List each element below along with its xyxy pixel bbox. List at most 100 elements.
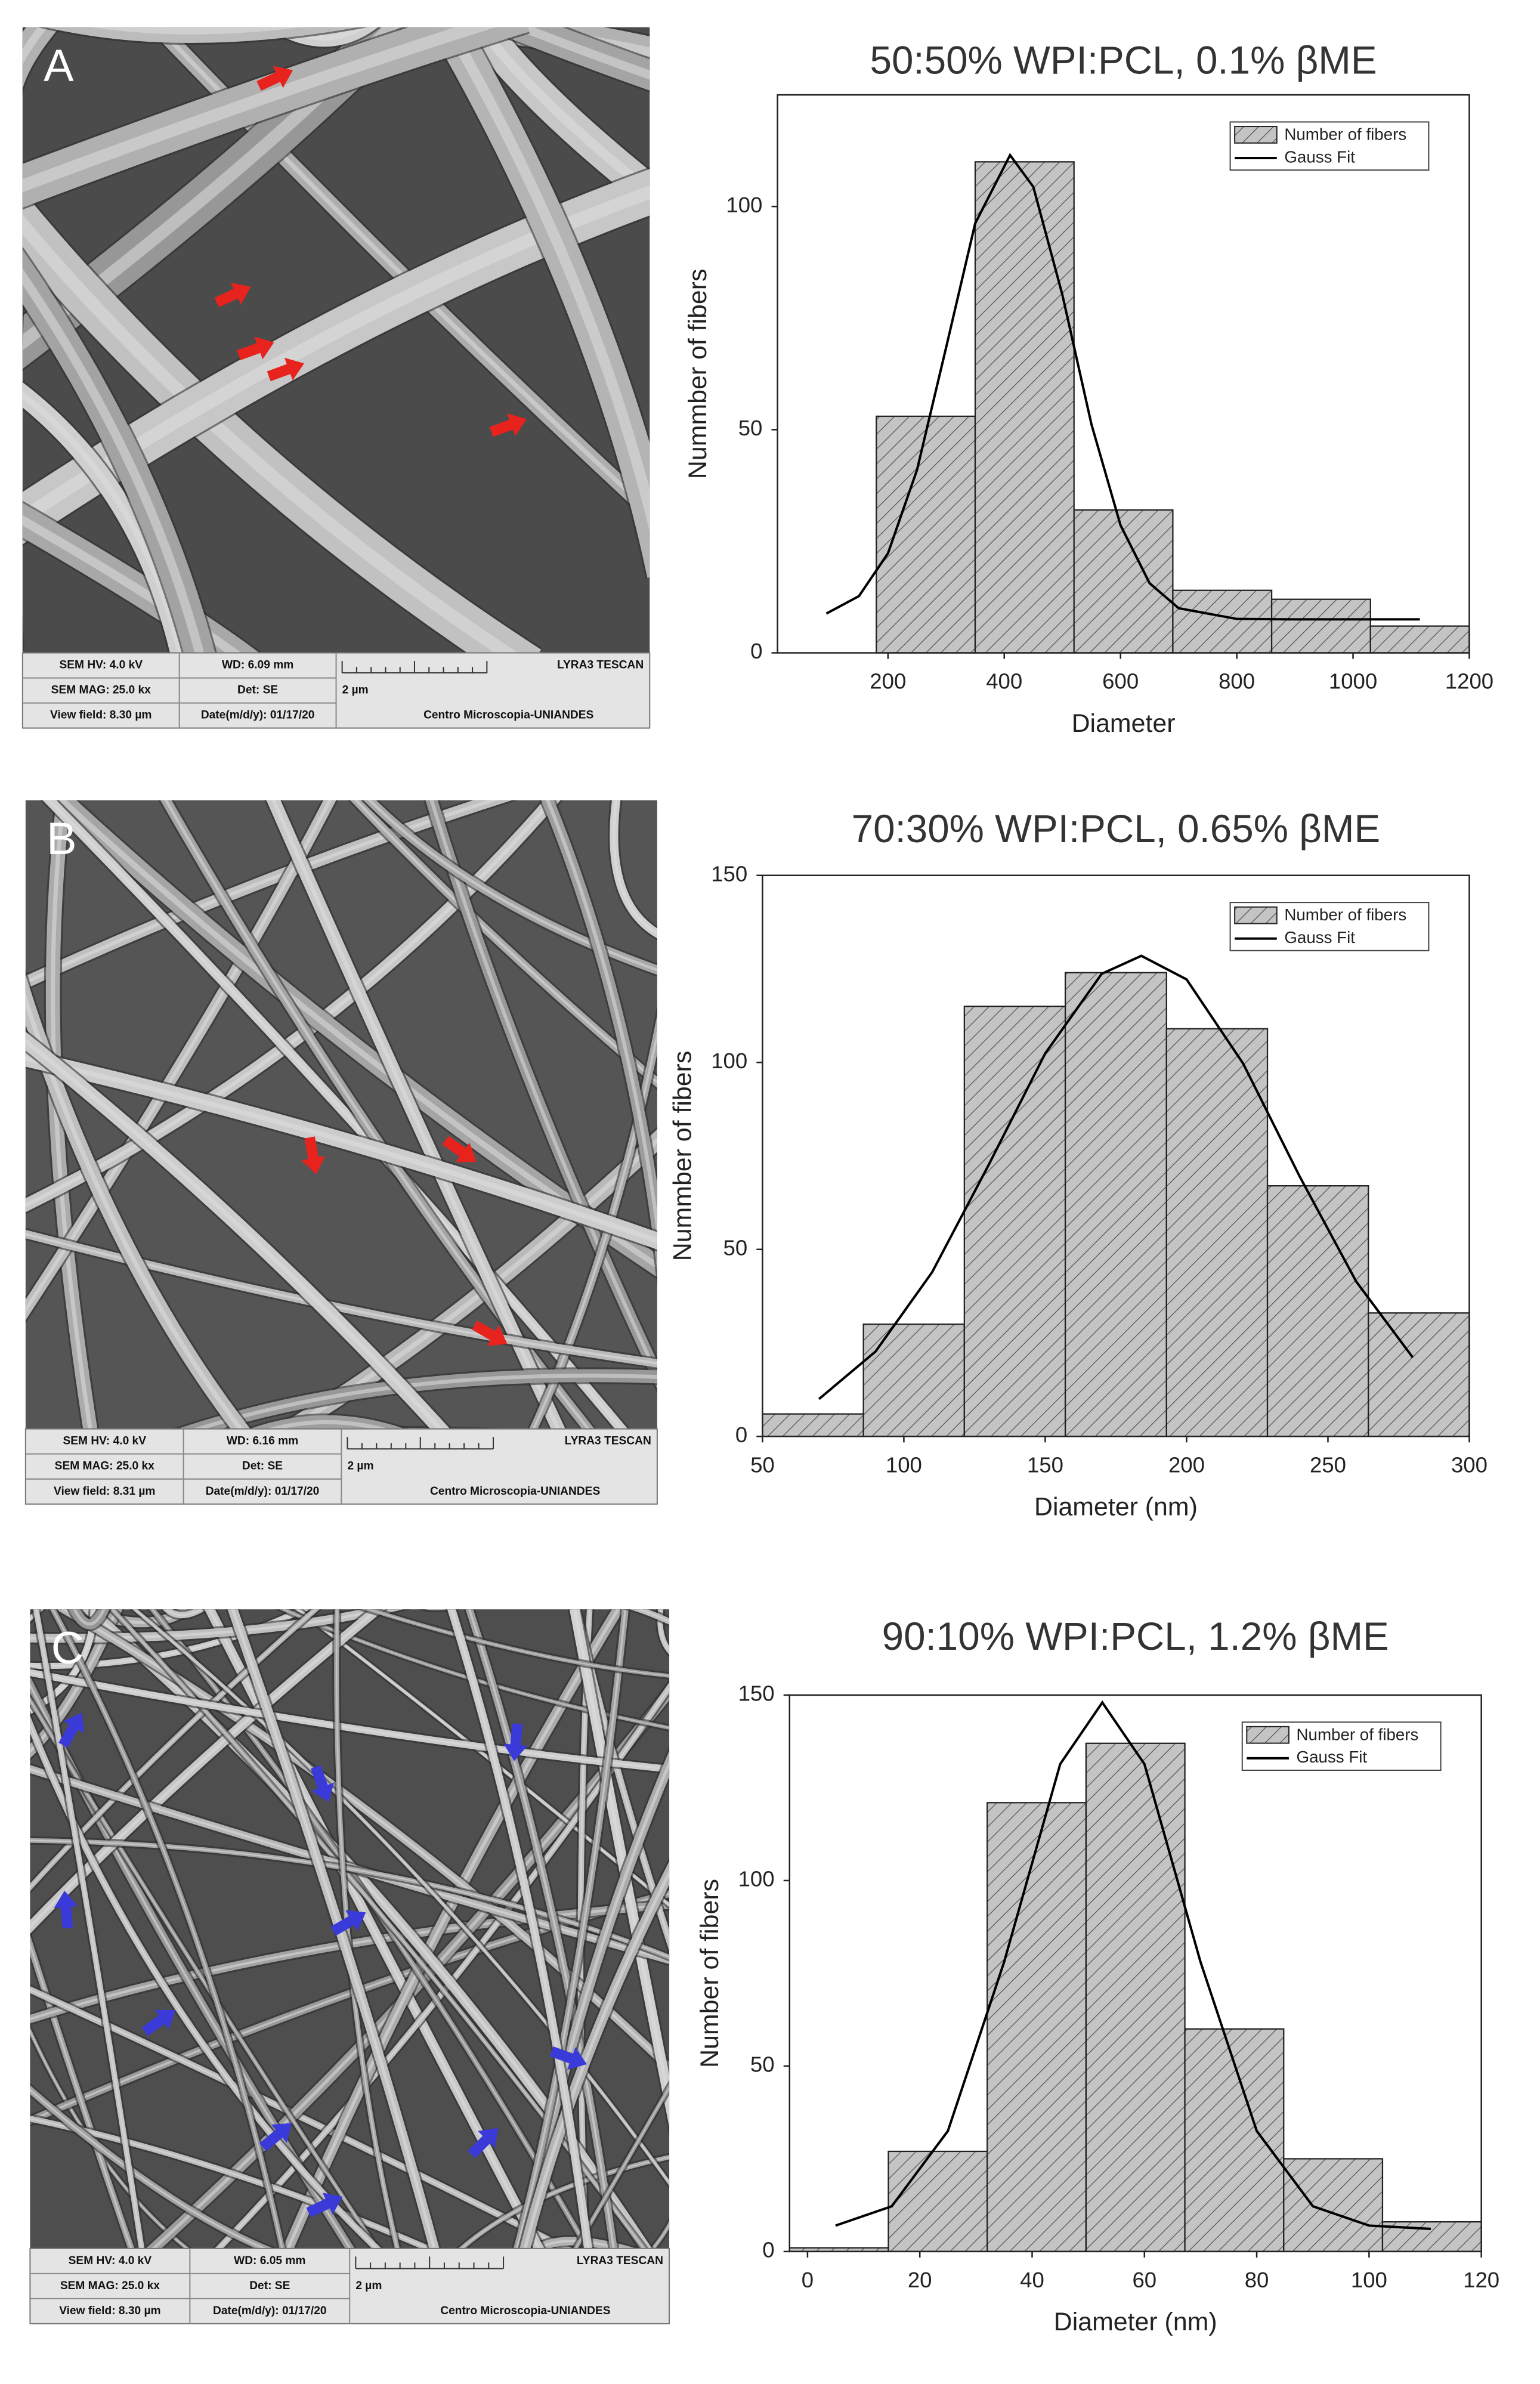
x-tick-label: 100 (886, 1452, 922, 1477)
y-tick-label: 100 (726, 193, 762, 217)
bar (987, 1802, 1087, 2253)
bar (1073, 509, 1174, 654)
fiber (106, 1576, 140, 1594)
fiber-highlight (79, 1609, 190, 1624)
fiber-highlight (157, 1575, 436, 1594)
x-tick-label: 200 (870, 669, 906, 694)
fiber-highlight (22, 268, 205, 653)
x-tick-label: 40 (1020, 2268, 1044, 2292)
fibers (3, 27, 650, 653)
histogram-chart: 200 400 600 800 1000 1200 0 50 100 50:50% WPI:PCL… (684, 38, 1493, 737)
fiber-highlight (0, 1993, 15, 2226)
info-text: SEM HV: 4.0 kV (69, 2255, 152, 2267)
chart-title: 90:10% WPI:PCL, 1.2% βME (882, 1615, 1389, 1658)
panel-label: B (47, 814, 76, 864)
micrograph: C SEM HV: 4.0 kV SEM MAG: 25.0 kx View fiel… (0, 1568, 692, 2324)
fiber (277, 1572, 585, 1594)
fiber-highlight (30, 1609, 381, 1930)
info-text: Centro Microscopia-UNIANDES (440, 2305, 610, 2317)
fiber-highlight (0, 1284, 11, 1357)
arrow (267, 357, 304, 382)
x-tick-label: 800 (1219, 669, 1255, 694)
fiber-highlight (25, 800, 499, 985)
info-text: Date(m/d/y): 01/17/20 (201, 709, 315, 722)
fiber-highlight (515, 1609, 627, 2249)
fiber (290, 765, 551, 785)
fiber-highlight (367, 800, 657, 972)
x-axis-label: Diameter (1072, 709, 1176, 738)
fiber-highlight (545, 800, 657, 1238)
fiber-highlight (134, 1609, 670, 2184)
bar (1283, 2158, 1384, 2253)
fiber-highlight (22, 185, 650, 526)
fit-line (818, 954, 1414, 1400)
arrow (256, 66, 293, 91)
fit-line (835, 1700, 1431, 2230)
info-text: SEM HV: 4.0 kV (63, 1435, 147, 1448)
chart-title: 50:50% WPI:PCL, 0.1% βME (870, 38, 1377, 82)
arrow (549, 2046, 587, 2070)
fiber (0, 1284, 11, 1357)
legend-label: Number of fibers (1297, 1725, 1419, 1743)
fiber (418, 1609, 460, 1612)
legend-label: Gauss Fit (1284, 928, 1355, 947)
info-text: 2 µm (355, 2280, 382, 2292)
y-axis-label: Number of fibers (695, 1879, 724, 2068)
y-tick-label: 0 (735, 1423, 747, 1447)
fiber-highlight (130, 1588, 404, 1594)
fiber (684, 1736, 692, 1871)
info-text: SEM HV: 4.0 kV (60, 659, 143, 672)
info-text: Centro Microscopia-UNIANDES (423, 709, 593, 722)
bar (974, 161, 1075, 654)
fiber-highlight (30, 1989, 568, 2249)
panel-label: C (51, 1624, 84, 1674)
info-text: View field: 8.31 µm (54, 1485, 155, 1498)
fiber (11, 830, 16, 1055)
fiber-highlight (73, 1609, 106, 1626)
fiber-highlight (3, 299, 8, 652)
x-tick-label: 50 (750, 1452, 775, 1477)
legend-swatch (1234, 126, 1278, 144)
y-tick-label: 0 (762, 2238, 774, 2262)
arrow (301, 1136, 326, 1175)
fiber-highlight (25, 1038, 443, 1429)
bar (1172, 589, 1273, 654)
fiber (106, 1576, 140, 1594)
info-text: SEM MAG: 25.0 kx (51, 684, 151, 697)
y-axis-label: Nummber of fibers (669, 1051, 697, 1261)
fiber-highlight (450, 1609, 590, 2249)
x-axis-label: Diameter (nm) (1034, 1493, 1198, 1522)
bar (1369, 625, 1470, 654)
fiber (130, 1588, 404, 1594)
y-tick-label: 100 (738, 1867, 775, 1891)
fiber (0, 1993, 15, 2226)
fiber-highlight (636, 1609, 670, 1623)
fiber (157, 1575, 436, 1594)
fiber-highlight (284, 1137, 657, 1429)
fiber (122, 1593, 348, 1594)
info-text: WD: 6.05 mm (234, 2255, 305, 2267)
fiber-highlight (61, 1609, 670, 2070)
info-text: SEM MAG: 25.0 kx (60, 2280, 160, 2292)
fiber-highlight (573, 1609, 670, 2109)
x-tick-label: 200 (1168, 1452, 1205, 1477)
y-tick-label: 150 (711, 861, 747, 886)
fiber-highlight (523, 1869, 670, 2249)
fiber-highlight (613, 800, 657, 935)
fiber-highlight (574, 2086, 670, 2249)
x-tick-label: 250 (1310, 1452, 1346, 1477)
info-text: View field: 8.30 µm (59, 2305, 160, 2317)
fiber (684, 2042, 692, 2227)
info-text: Det: SE (237, 684, 278, 697)
fiber-highlight (659, 1609, 670, 1652)
fiber (423, 1592, 446, 1594)
fiber-highlight (30, 1609, 317, 1889)
arrow (259, 2123, 292, 2151)
info-text: Date(m/d/y): 01/17/20 (213, 2305, 327, 2317)
fiber (252, 1568, 414, 1594)
info-text: WD: 6.16 mm (227, 1435, 298, 1448)
fiber-highlight (367, 1609, 670, 1677)
fiber-highlight (684, 1736, 692, 1871)
